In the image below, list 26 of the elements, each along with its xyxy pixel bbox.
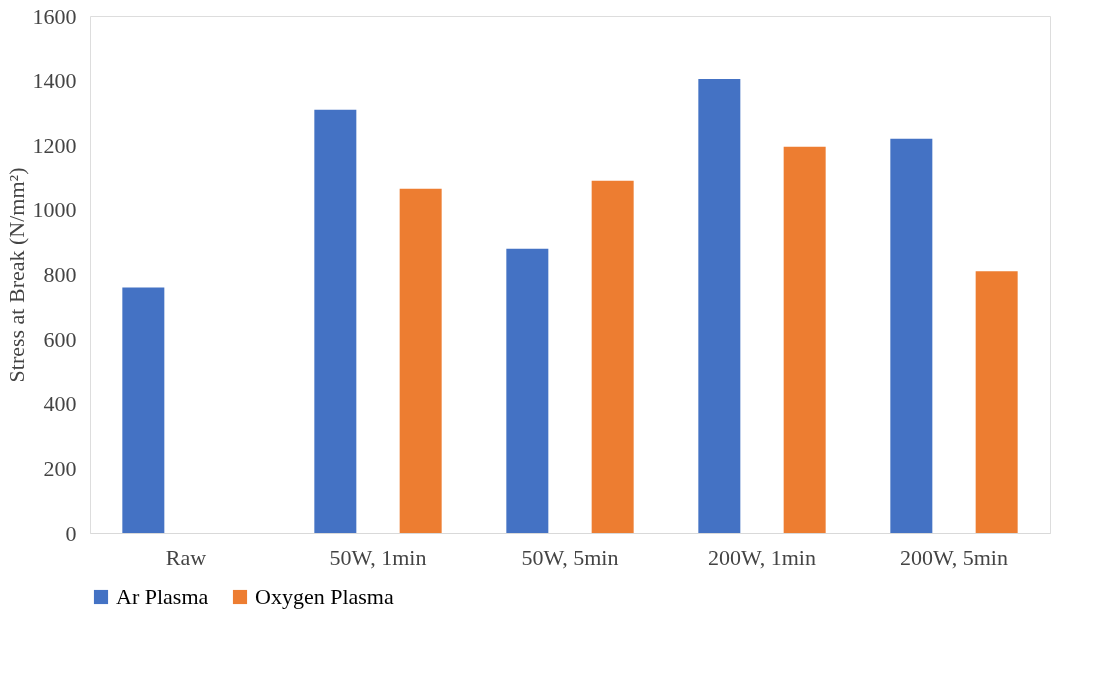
x-tick-label: 50W, 5min — [521, 544, 619, 570]
y-tick-label: 400 — [43, 391, 77, 417]
x-tick-label: 200W, 1min — [708, 544, 816, 570]
y-tick-label: 1000 — [32, 197, 77, 223]
bar — [122, 287, 165, 533]
y-tick-label: 200 — [43, 455, 77, 481]
legend-label: Ar Plasma — [116, 584, 209, 609]
y-axis-title: Stress at Break (N/mm²) — [3, 167, 29, 383]
x-tick-label: 200W, 5min — [900, 544, 1008, 570]
bar — [975, 271, 1018, 533]
y-tick-label: 1400 — [32, 68, 77, 94]
legend-label: Oxygen Plasma — [255, 584, 394, 609]
y-tick-label: 1600 — [32, 3, 77, 29]
bar — [506, 248, 549, 533]
y-tick-label: 600 — [43, 326, 77, 352]
y-tick-label: 0 — [65, 520, 77, 546]
x-tick-label: Raw — [165, 544, 207, 570]
bar — [591, 180, 634, 533]
x-tick-label: 50W, 1min — [329, 544, 427, 570]
bar — [698, 79, 741, 533]
bar — [783, 146, 826, 533]
y-tick-label: 800 — [43, 262, 77, 287]
bar — [314, 109, 357, 533]
y-tick-label: 1200 — [32, 132, 77, 158]
bar — [890, 138, 933, 533]
bar — [399, 188, 442, 533]
